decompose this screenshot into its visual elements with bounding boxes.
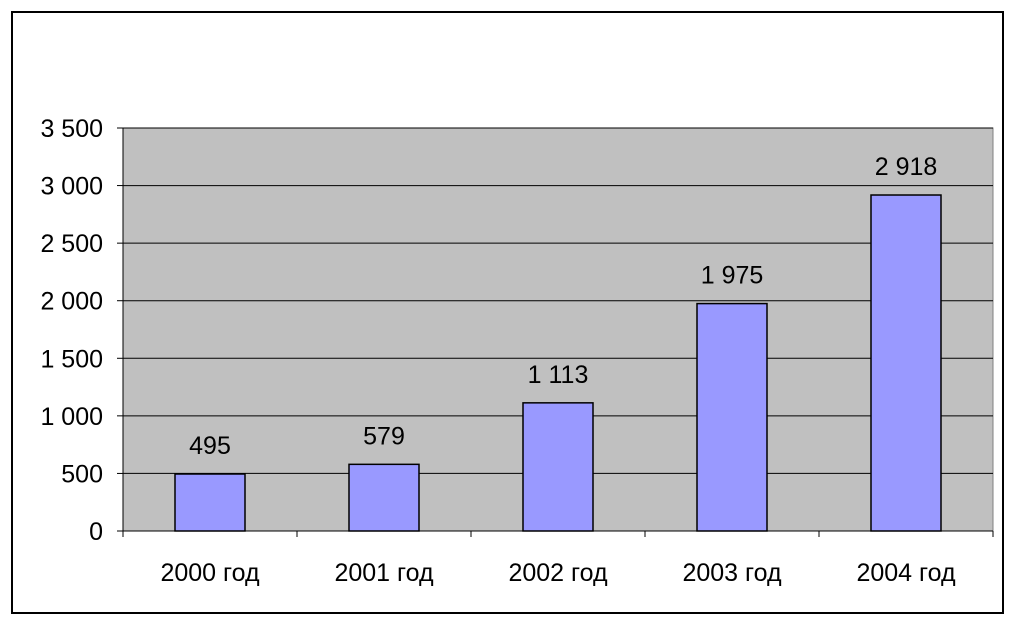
bar (174, 473, 246, 532)
bar (870, 194, 942, 532)
bar (348, 463, 420, 532)
x-category-label: 2000 год (160, 559, 259, 587)
data-label: 1 975 (701, 262, 764, 290)
data-label: 579 (363, 422, 405, 450)
bars (174, 194, 942, 532)
y-tick-label: 1 500 (40, 345, 103, 373)
y-tick-label: 0 (89, 518, 103, 546)
axes (117, 127, 994, 537)
data-label: 2 918 (875, 153, 938, 181)
data-labels: 495 579 1 113 1 975 2 918 (189, 153, 937, 460)
x-category-label: 2002 год (508, 559, 607, 587)
x-category-label: 2003 год (682, 559, 781, 587)
bar (696, 302, 768, 532)
y-tick-label: 500 (61, 460, 103, 488)
data-label: 1 113 (528, 361, 589, 389)
y-tick-labels: 0 500 1 000 1 500 2 000 2 500 3 000 3 500 (40, 115, 103, 546)
y-tick-label: 3 500 (40, 115, 103, 143)
data-label: 495 (189, 432, 231, 460)
y-tick-label: 1 000 (40, 403, 103, 431)
x-tick-labels: 2000 год 2001 год 2002 год 2003 год 2004 год (160, 559, 955, 587)
y-tick-label: 2 000 (40, 288, 103, 316)
x-category-label: 2001 год (334, 559, 433, 587)
bar (522, 402, 594, 532)
y-tick-label: 2 500 (40, 230, 103, 258)
y-tick-label: 3 000 (40, 173, 103, 201)
x-category-label: 2004 год (856, 559, 955, 587)
